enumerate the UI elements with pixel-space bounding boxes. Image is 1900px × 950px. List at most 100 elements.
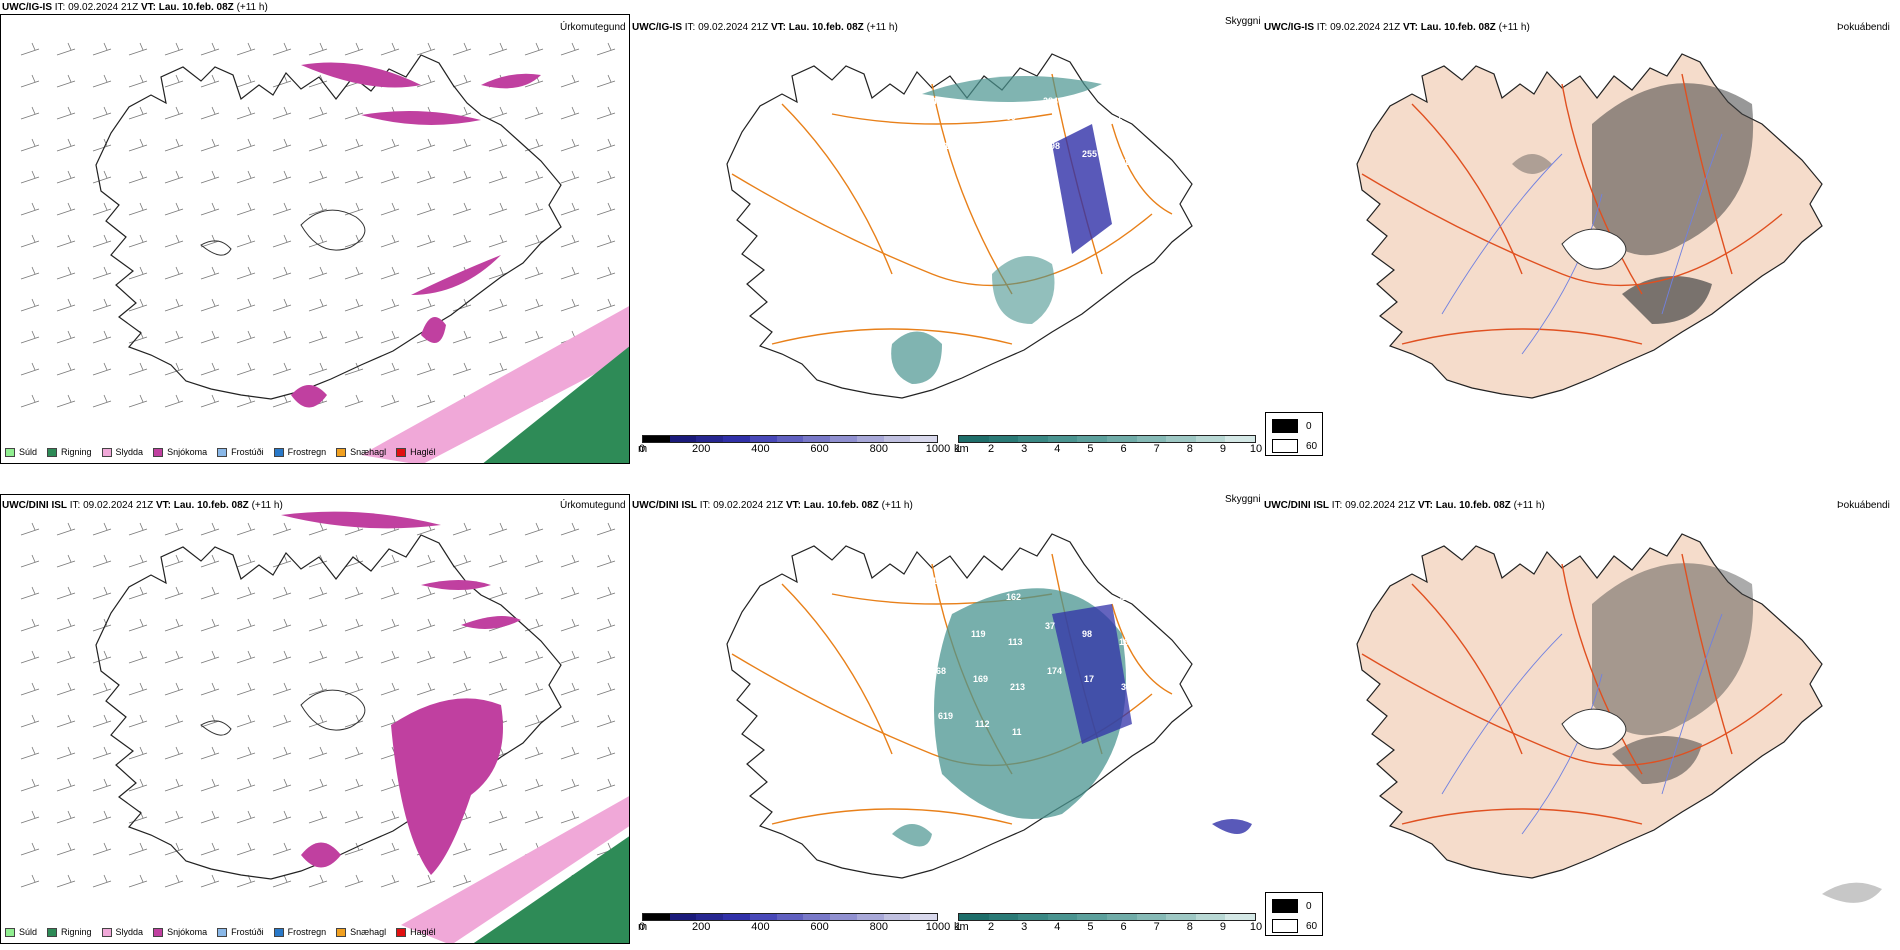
wind-barb: [56, 234, 76, 248]
vis-panel-bottom: 140 105 162 52 24 322 75 119 113 37 98 192 68 169 213 1…: [632, 494, 1262, 944]
wind-barb: [416, 298, 436, 312]
wind-barb: [560, 650, 580, 664]
wind-barb: [200, 586, 220, 600]
wind-barb: [344, 202, 364, 216]
colorbar-segment: [883, 436, 911, 442]
precip-area: [301, 842, 341, 868]
visibility-area: [1052, 604, 1132, 744]
cloudbase-label: 284: [1043, 96, 1058, 106]
wind-barb: [524, 586, 544, 600]
wind-barb: [380, 394, 400, 408]
wind-barb: [416, 202, 436, 216]
wind-barb: [452, 554, 472, 568]
wind-barb: [416, 874, 436, 888]
wind-barb: [524, 554, 544, 568]
it-label: IT:: [1331, 500, 1343, 511]
wind-barb: [416, 138, 436, 152]
wind-barb: [20, 138, 40, 152]
legend-item: Rigning: [47, 927, 92, 937]
wind-barb: [452, 170, 472, 184]
legend-item: Snjókoma: [153, 927, 207, 937]
wind-barb: [272, 330, 292, 344]
vis-header-top: UWC/IG-IS IT: 09.02.2024 21Z VT: Lau. 10…: [632, 22, 898, 33]
colorbar-segment: [776, 436, 804, 442]
legend-item: Súld: [5, 927, 37, 937]
cloudbase-label: 169: [973, 674, 988, 684]
wind-barb: [308, 362, 328, 376]
wind-barb: [56, 266, 76, 280]
wind-barb: [92, 330, 112, 344]
wind-barb: [236, 682, 256, 696]
wind-barb: [92, 618, 112, 632]
wind-barb: [488, 138, 508, 152]
wind-barb: [380, 810, 400, 824]
wind-barb: [200, 106, 220, 120]
legend-item: Slydda: [101, 927, 143, 937]
wind-barb: [128, 106, 148, 120]
colorbar-tick: 400: [751, 443, 770, 455]
wind-barb: [236, 234, 256, 248]
vt-value: Lau. 10.feb. 08Z: [803, 500, 879, 511]
wind-barb: [164, 330, 184, 344]
wind-barb: [524, 746, 544, 760]
wind-barb: [452, 874, 472, 888]
colorbar-segment: [803, 914, 831, 920]
wind-barb: [236, 266, 256, 280]
wind-barb: [92, 298, 112, 312]
colorbar-tick: 10: [1249, 921, 1263, 933]
wind-barb: [488, 778, 508, 792]
wind-barb: [20, 522, 40, 536]
legend-label: Snjókoma: [167, 447, 208, 457]
colorbar-tick: 400: [751, 921, 770, 933]
cloudbase-label: 52: [1043, 576, 1053, 586]
colorbar-segment: [1106, 436, 1137, 442]
cloudbase-label: 42: [932, 96, 942, 106]
wind-barb: [560, 234, 580, 248]
wind-barb: [344, 394, 364, 408]
cloudbase-label: 322: [1117, 592, 1132, 602]
precip-header-top: UWC/IG-IS IT: 09.02.2024 21Z VT: Lau. 10…: [2, 2, 268, 13]
wind-barb: [596, 234, 616, 248]
wind-barb: [56, 842, 76, 856]
wind-barb: [308, 202, 328, 216]
colorbar-segment: [1195, 436, 1226, 442]
wind-barb: [56, 618, 76, 632]
colorbar-segment: [776, 914, 804, 920]
wind-barb: [92, 202, 112, 216]
wind-barb: [488, 682, 508, 696]
wind-barb: [200, 170, 220, 184]
wind-barb: [236, 714, 256, 728]
colorbar-tick: 200: [692, 443, 711, 455]
wind-barb: [488, 522, 508, 536]
wind-barb: [20, 298, 40, 312]
cloudbase-label: 105: [969, 584, 984, 594]
wind-barb: [596, 714, 616, 728]
legend-item: Snjókoma: [153, 447, 207, 457]
wind-barb: [200, 778, 220, 792]
wind-barb: [308, 138, 328, 152]
river: [1661, 133, 1723, 315]
wind-barb: [92, 234, 112, 248]
wind-barb: [20, 714, 40, 728]
wind-barb: [92, 138, 112, 152]
legend-swatch: [217, 447, 228, 457]
colorbar-segment: [723, 914, 750, 920]
wind-barb: [92, 362, 112, 376]
wind-barb: [272, 810, 292, 824]
colorbar-segment: [669, 914, 697, 920]
wind-barb: [596, 42, 616, 56]
vt-label: VT:: [785, 500, 801, 511]
legend-item: Haglél: [396, 447, 436, 457]
cloudbase-ticks: 0 200 400 600 800 1000: [639, 921, 950, 935]
lead-time: (+11 h): [881, 500, 913, 511]
wind-barb: [344, 778, 364, 792]
it-value: 09.02.2024 21Z: [68, 2, 139, 13]
wind-barb: [272, 106, 292, 120]
wind-barb: [128, 522, 148, 536]
colorbar-tick: 8: [1186, 921, 1193, 933]
wind-barb: [20, 554, 40, 568]
wind-barb: [344, 714, 364, 728]
wind-barb: [272, 42, 292, 56]
wind-barb: [92, 810, 112, 824]
wind-barb: [380, 842, 400, 856]
